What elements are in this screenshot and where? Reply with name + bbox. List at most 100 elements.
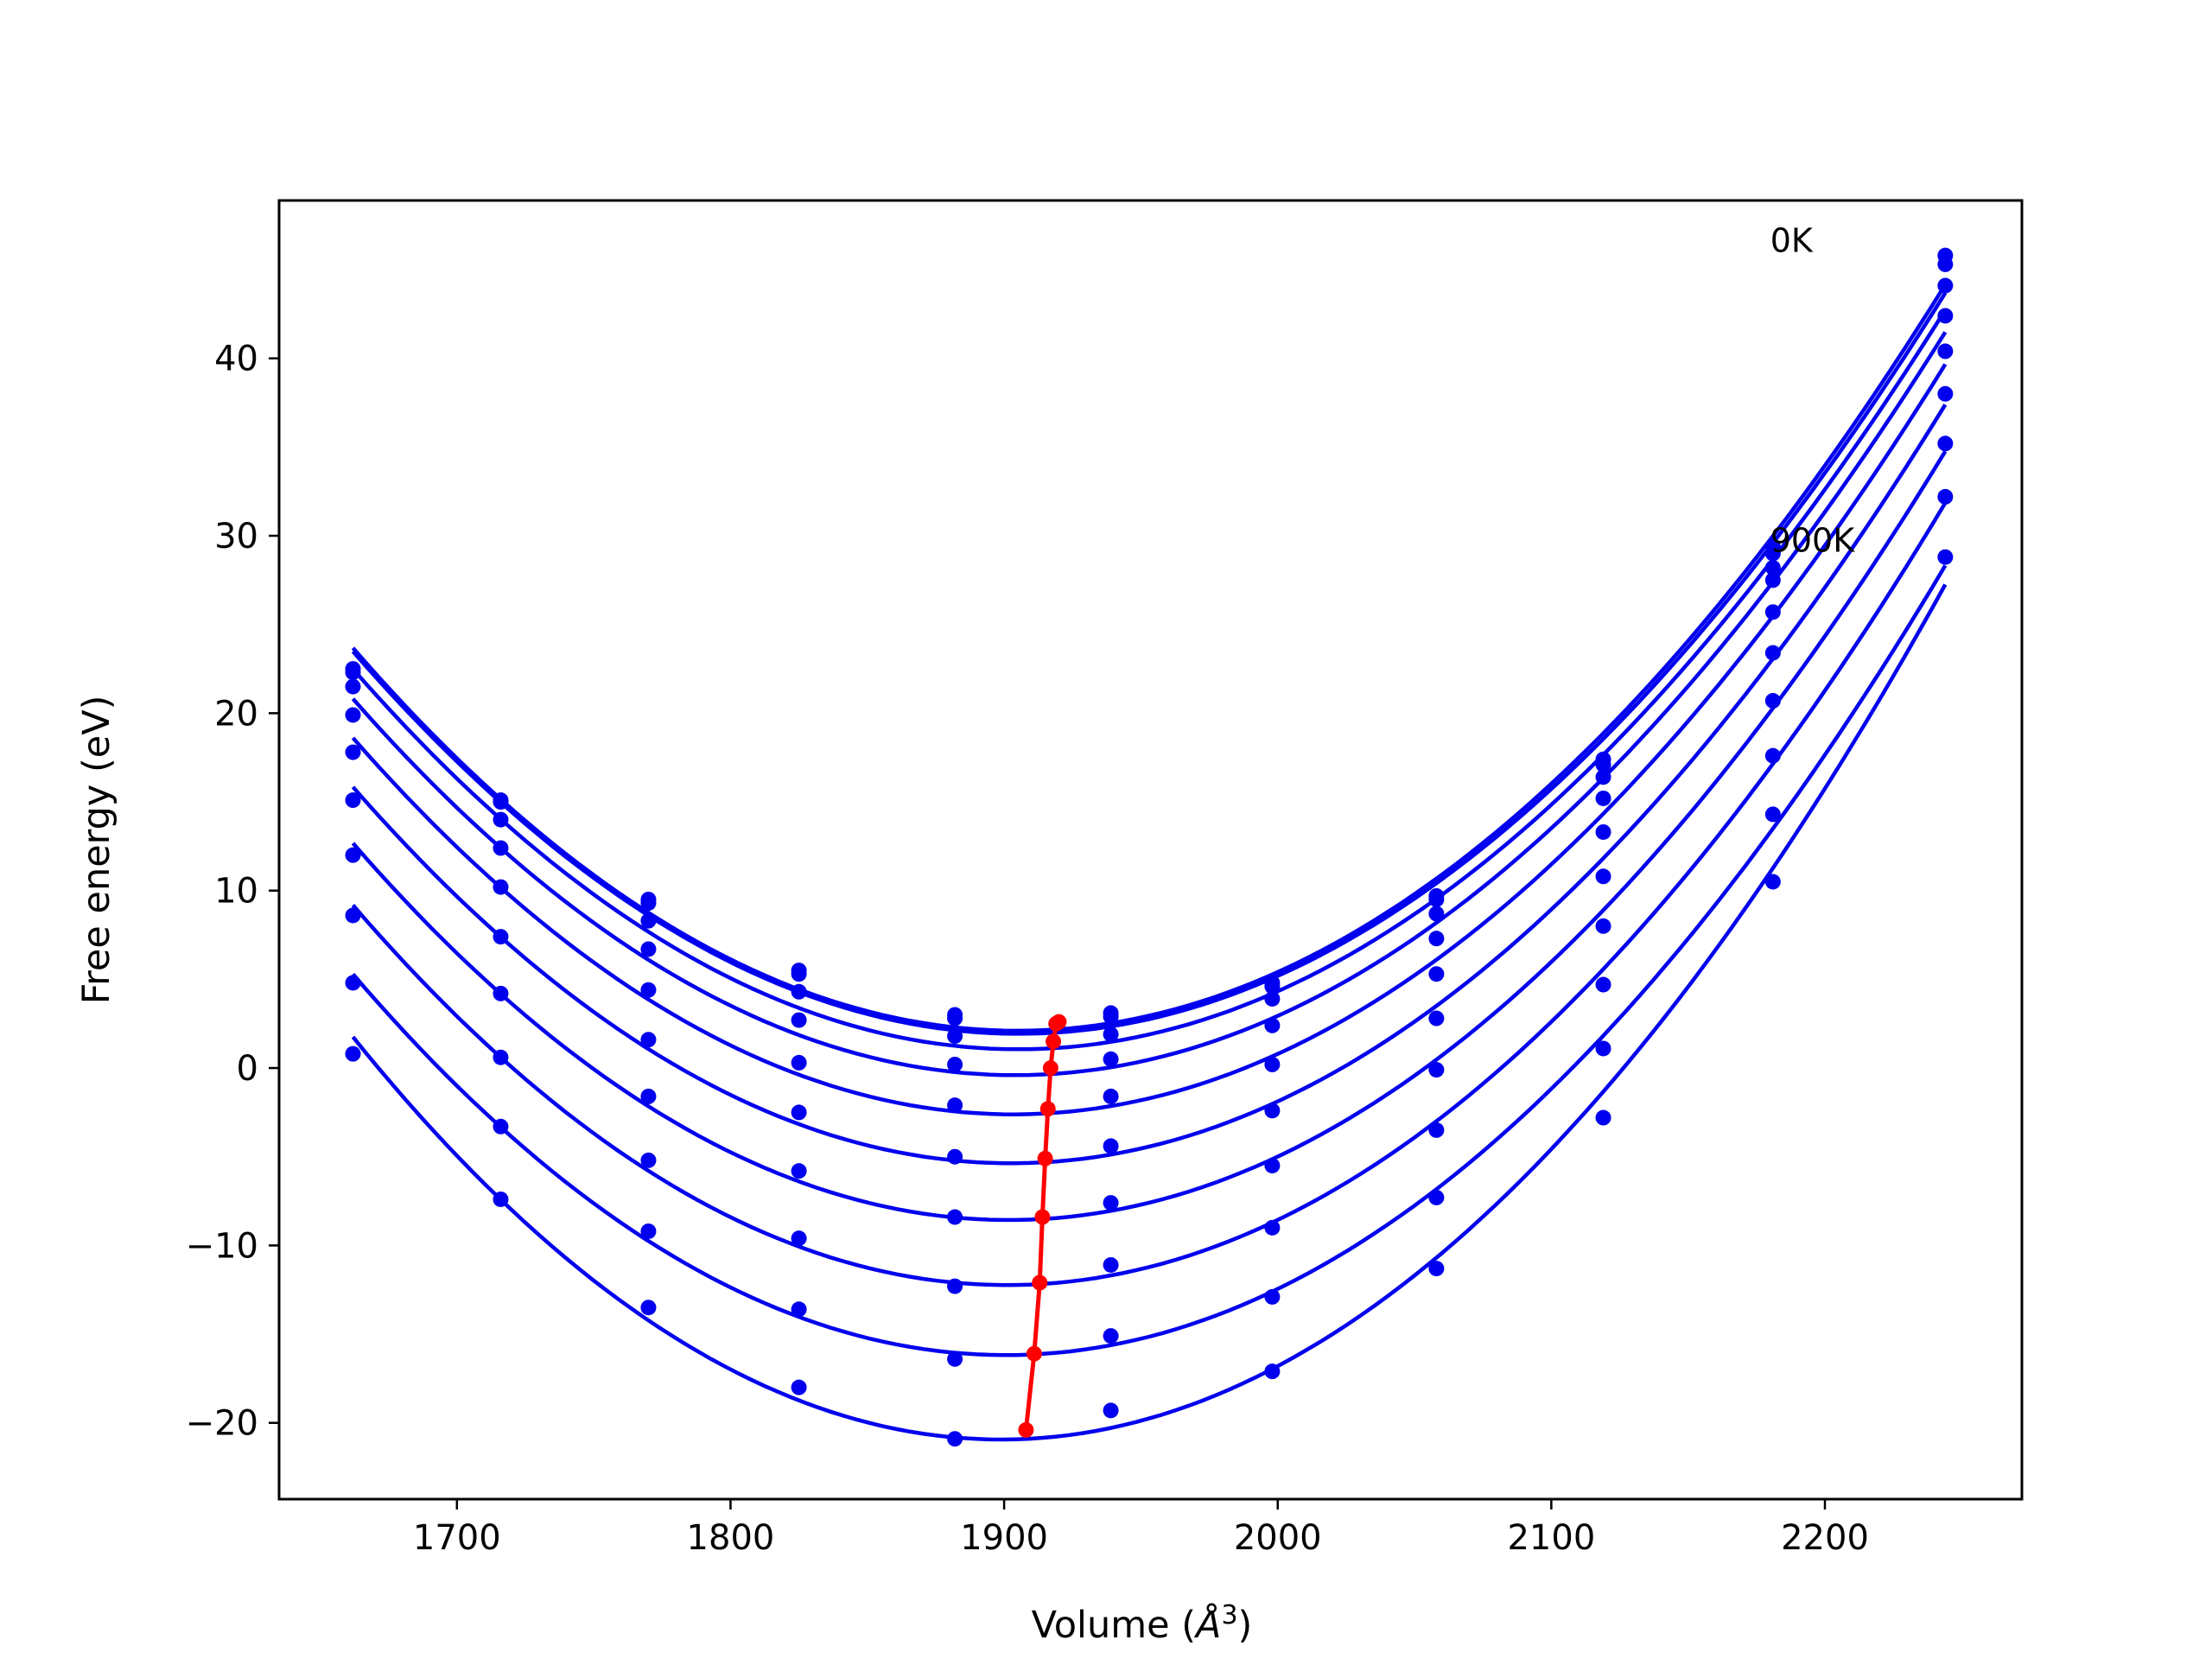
data-point <box>493 985 509 1001</box>
data-point <box>1595 868 1611 885</box>
data-point <box>1595 790 1611 806</box>
data-point <box>1595 1040 1611 1057</box>
data-point <box>791 1104 807 1121</box>
data-point <box>947 1431 963 1447</box>
x-tick-label: 1800 <box>687 1518 775 1558</box>
minimum-point <box>1039 1101 1056 1117</box>
data-point <box>1103 1088 1119 1104</box>
minimum-point <box>1037 1150 1053 1166</box>
data-point <box>1264 1056 1281 1072</box>
x-tick-label: 2100 <box>1507 1518 1595 1558</box>
fit-curve-1 <box>351 291 1948 1036</box>
data-point <box>1264 1219 1281 1236</box>
data-point <box>1264 1157 1281 1173</box>
data-point <box>1264 1103 1281 1119</box>
data-point <box>345 744 361 760</box>
annotation-0: 0K <box>1770 222 1814 260</box>
data-point <box>1428 1122 1445 1138</box>
data-point <box>640 1223 657 1239</box>
data-point <box>1428 1189 1445 1205</box>
data-point <box>640 1088 657 1104</box>
data-point <box>1764 874 1781 890</box>
plot-area: 0K 900K <box>345 222 1954 1447</box>
data-point <box>791 966 807 982</box>
data-point <box>1595 1109 1611 1126</box>
data-point <box>640 1300 657 1316</box>
data-point <box>493 1191 509 1207</box>
data-point <box>345 1046 361 1062</box>
fit-curve-9 <box>351 583 1948 1442</box>
y-axis-label: Free energy (eV) <box>75 696 118 1005</box>
y-tick-label: 10 <box>214 872 258 912</box>
minimum-point <box>1048 1015 1065 1032</box>
minimum-point <box>1026 1345 1042 1362</box>
data-point <box>493 1049 509 1065</box>
data-point <box>1595 918 1611 934</box>
x-axis-label-main: Volume ( <box>1032 1604 1196 1647</box>
data-point <box>1264 1017 1281 1033</box>
data-point <box>640 1032 657 1048</box>
fit-curve-8 <box>351 564 1948 1357</box>
data-point <box>947 1097 963 1114</box>
y-tick-label: 20 <box>214 694 258 734</box>
y-tick-label: 30 <box>214 517 258 556</box>
y-tick-label: −10 <box>186 1226 258 1266</box>
data-point <box>1103 1027 1119 1043</box>
data-point <box>791 1230 807 1247</box>
data-point <box>1764 560 1781 576</box>
data-point <box>493 929 509 945</box>
data-point <box>947 1278 963 1294</box>
fit-curve-5 <box>351 404 1948 1166</box>
data-point <box>493 1118 509 1135</box>
data-point <box>791 1301 807 1318</box>
minimum-point <box>1032 1274 1048 1291</box>
data-point <box>345 792 361 809</box>
data-point <box>1103 1051 1119 1067</box>
data-point <box>1764 645 1781 661</box>
data-point <box>791 1054 807 1071</box>
data-point <box>1428 931 1445 947</box>
data-point <box>791 1163 807 1179</box>
data-point <box>1764 572 1781 588</box>
data-point <box>640 1152 657 1168</box>
data-point <box>1264 1363 1281 1380</box>
data-point <box>1428 1062 1445 1078</box>
fit-curve-3 <box>351 331 1948 1077</box>
data-point <box>1103 1008 1119 1025</box>
data-point <box>345 907 361 924</box>
data-point <box>947 1148 963 1165</box>
plot-frame <box>277 199 2024 1501</box>
data-point <box>1764 604 1781 620</box>
x-tick-label: 2200 <box>1781 1518 1869 1558</box>
data-point <box>1103 1138 1119 1154</box>
data-point <box>1103 1195 1119 1211</box>
x-tick-label: 1700 <box>413 1518 501 1558</box>
x-axis-label: Volume (Å3) <box>1032 1600 1253 1647</box>
data-point <box>640 895 657 912</box>
x-tick-label: 1900 <box>960 1518 1048 1558</box>
data-point <box>1937 277 1954 294</box>
data-point <box>947 1351 963 1367</box>
data-point <box>1937 308 1954 324</box>
data-point <box>1937 343 1954 359</box>
fit-curve-4 <box>351 363 1948 1116</box>
data-point <box>1103 1328 1119 1344</box>
fit-curve-7 <box>351 501 1948 1287</box>
data-point <box>1764 806 1781 823</box>
y-tick-label: 0 <box>237 1049 258 1089</box>
data-point <box>640 941 657 957</box>
fit-curve-2 <box>351 308 1948 1052</box>
data-point <box>1264 990 1281 1007</box>
data-point <box>493 879 509 895</box>
data-point <box>640 982 657 998</box>
minimum-point <box>1018 1421 1034 1438</box>
data-point <box>1103 1402 1119 1419</box>
annotation-1: 900K <box>1770 522 1856 560</box>
fit-curve-0 <box>351 283 1948 1033</box>
data-point <box>345 678 361 695</box>
data-point <box>1937 488 1954 505</box>
data-point <box>1937 385 1954 402</box>
x-tick-label: 2000 <box>1234 1518 1322 1558</box>
minimum-point <box>1042 1060 1058 1077</box>
